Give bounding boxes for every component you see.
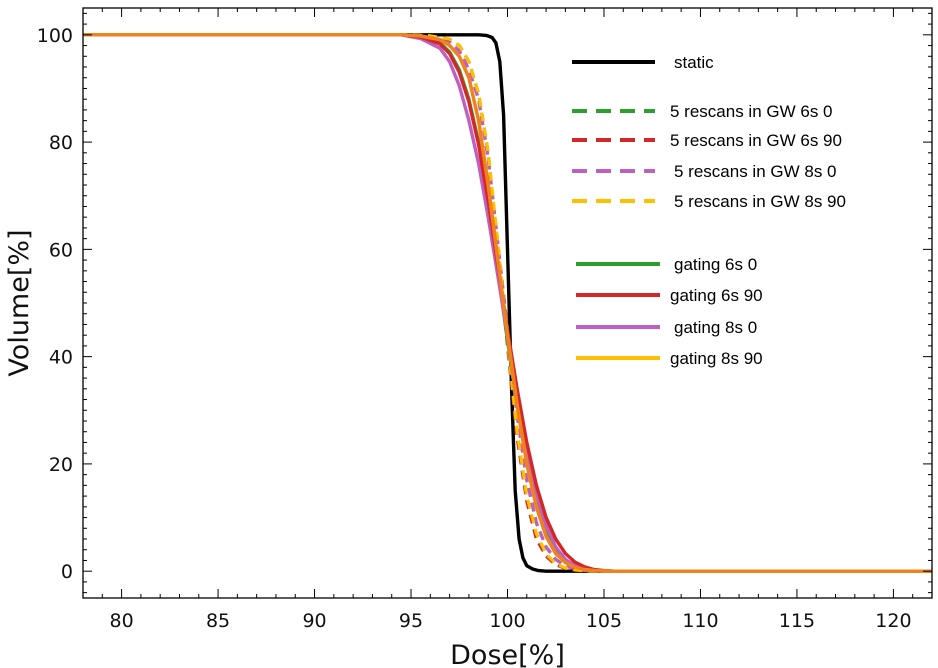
legend-label: gating 8s 0 xyxy=(674,318,757,337)
x-tick-label: 120 xyxy=(875,610,911,632)
legend-label: gating 6s 90 xyxy=(670,286,763,305)
y-tick-label: 100 xyxy=(37,25,73,47)
series-layer xyxy=(83,33,932,573)
x-tick-label: 80 xyxy=(109,610,133,632)
ticks-layer: 80 85 90 95 100 105 110 115 120 0 20 40 60 80 100 xyxy=(37,8,933,632)
legend-label: gating 8s 90 xyxy=(670,349,763,368)
x-tick-label: 95 xyxy=(399,610,423,632)
y-tick-label: 80 xyxy=(49,132,73,154)
y-tick-label: 40 xyxy=(49,347,73,369)
legend-label: 5 rescans in GW 8s 90 xyxy=(674,192,846,211)
x-tick-label: 100 xyxy=(489,610,525,632)
x-tick-label: 85 xyxy=(206,610,230,632)
y-tick-label: 0 xyxy=(61,561,73,583)
legend-label: 5 rescans in GW 6s 90 xyxy=(670,131,842,150)
legend-label: static xyxy=(674,53,714,72)
y-tick-label: 20 xyxy=(49,454,73,476)
legend-label: gating 6s 0 xyxy=(674,255,757,274)
series-line xyxy=(83,33,932,573)
legend-label: 5 rescans in GW 8s 0 xyxy=(674,162,837,181)
legend: static 5 rescans in GW 6s 0 5 rescans in G… xyxy=(572,53,846,368)
x-axis-title: Dose[%] xyxy=(450,640,565,668)
x-tick-label: 105 xyxy=(586,610,622,632)
legend-label: 5 rescans in GW 6s 0 xyxy=(670,102,833,121)
x-tick-label: 110 xyxy=(682,610,718,632)
y-axis-title: Volume[%] xyxy=(4,229,35,376)
x-tick-label: 90 xyxy=(302,610,326,632)
series-line xyxy=(83,33,932,573)
y-tick-label: 60 xyxy=(49,239,73,261)
x-tick-label: 115 xyxy=(779,610,815,632)
